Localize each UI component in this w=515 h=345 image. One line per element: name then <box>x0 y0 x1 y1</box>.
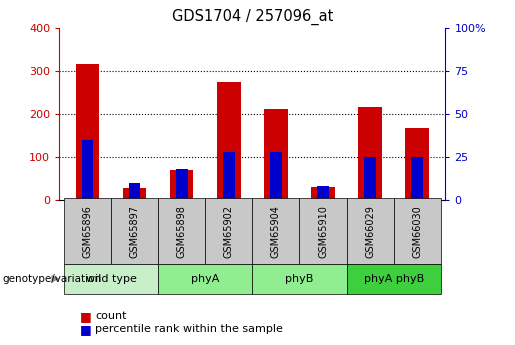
Text: phyA: phyA <box>191 274 219 284</box>
Bar <box>411 157 423 200</box>
Text: GSM65902: GSM65902 <box>224 205 234 258</box>
Bar <box>64 198 111 264</box>
Bar <box>170 170 194 200</box>
Bar <box>158 264 252 294</box>
Bar <box>217 81 241 200</box>
Text: GDS1704 / 257096_at: GDS1704 / 257096_at <box>171 9 333 25</box>
Text: GSM65898: GSM65898 <box>177 205 187 258</box>
Bar <box>405 128 429 200</box>
Text: GSM65897: GSM65897 <box>130 205 140 258</box>
Bar <box>158 198 205 264</box>
Bar <box>252 198 299 264</box>
Text: percentile rank within the sample: percentile rank within the sample <box>95 325 283 334</box>
Bar <box>317 186 329 200</box>
Text: ■: ■ <box>80 310 92 323</box>
Bar <box>176 169 187 200</box>
Bar <box>76 64 99 200</box>
Bar <box>358 107 382 200</box>
Text: GSM65904: GSM65904 <box>271 205 281 258</box>
Text: wild type: wild type <box>85 274 136 284</box>
Bar <box>311 187 335 200</box>
Text: GSM65910: GSM65910 <box>318 205 328 258</box>
Bar <box>129 183 141 200</box>
Bar <box>364 157 376 200</box>
Bar <box>64 264 158 294</box>
Bar <box>252 264 347 294</box>
Bar <box>299 198 347 264</box>
Bar <box>123 188 146 200</box>
Text: phyB: phyB <box>285 274 314 284</box>
Text: genotype/variation: genotype/variation <box>3 274 101 284</box>
Bar <box>347 264 441 294</box>
Bar <box>111 198 158 264</box>
Text: phyA phyB: phyA phyB <box>364 274 424 284</box>
Bar <box>81 140 93 200</box>
Text: GSM66030: GSM66030 <box>412 205 422 257</box>
Bar <box>223 152 235 200</box>
Text: count: count <box>95 312 127 321</box>
Text: ■: ■ <box>80 323 92 336</box>
Bar <box>264 109 288 200</box>
Bar <box>270 152 282 200</box>
Text: GSM65896: GSM65896 <box>82 205 93 258</box>
Bar <box>347 198 393 264</box>
Text: GSM66029: GSM66029 <box>365 205 375 258</box>
Bar <box>393 198 441 264</box>
Bar <box>205 198 252 264</box>
